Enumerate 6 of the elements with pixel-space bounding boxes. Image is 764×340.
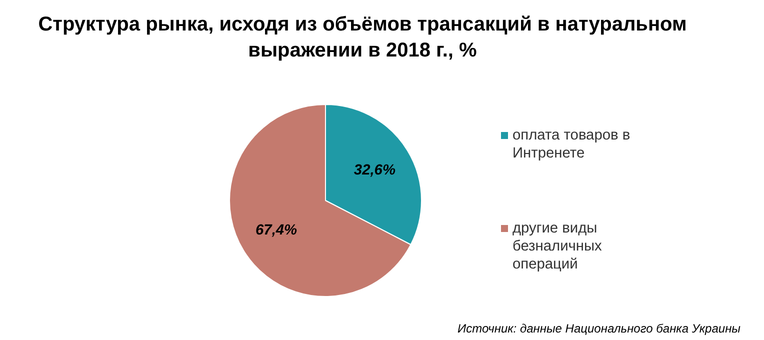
legend-label: оплата товаров в Интренете — [512, 128, 630, 162]
legend-label: другие виды безналичных операций — [512, 220, 603, 272]
data-label: 67,4% — [256, 222, 298, 238]
text: Источник: данные Национального банка Украины — [458, 322, 741, 336]
data-label: 32,6% — [354, 162, 396, 179]
chart-title: Структура рынка, исходя из объёмов трансакций в натуральном выражении в 2018 г., % — [38, 14, 687, 62]
